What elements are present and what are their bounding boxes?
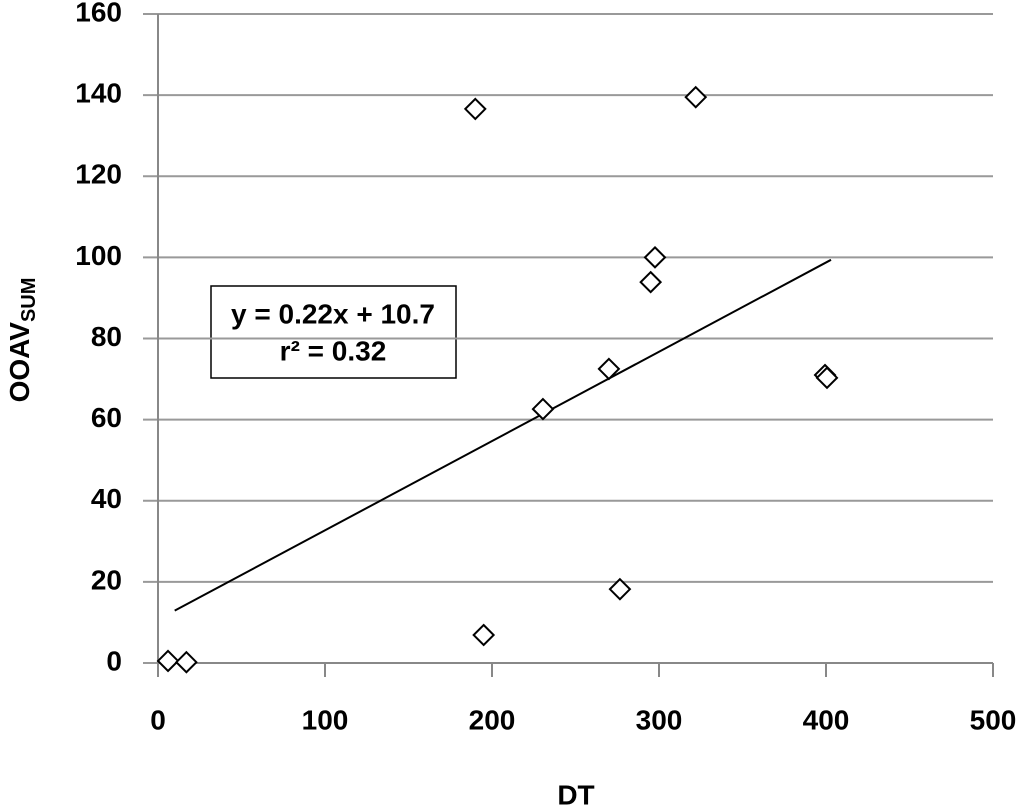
data-point — [639, 270, 663, 294]
data-point — [684, 85, 708, 109]
annotation: y = 0.22x + 10.7 — [231, 298, 435, 329]
y-tick-label: 140 — [75, 78, 122, 109]
y-tick-label: 40 — [91, 483, 122, 514]
y-tick-label: 120 — [75, 159, 122, 190]
x-tick-label: 200 — [469, 704, 516, 735]
data-point — [156, 649, 180, 673]
y-axis-label-main: OOAV — [4, 322, 35, 403]
data-point — [463, 97, 487, 121]
x-axis-label: DT — [557, 779, 594, 810]
y-tick-label: 60 — [91, 402, 122, 433]
data-point — [472, 623, 496, 647]
data-point — [174, 650, 198, 674]
data-point — [815, 366, 839, 390]
x-tick-label: 400 — [803, 704, 850, 735]
annotation: r² = 0.32 — [280, 335, 387, 366]
y-tick-label: 160 — [75, 0, 122, 27]
data-point — [608, 577, 632, 601]
y-axis-label: OOAVSUM — [4, 278, 40, 403]
x-tick-label: 300 — [636, 704, 683, 735]
x-tick-label: 0 — [150, 704, 166, 735]
y-axis-label-sub: SUM — [18, 278, 40, 322]
data-point — [531, 397, 555, 421]
annotation-box — [210, 285, 457, 379]
trend-line — [174, 258, 832, 612]
y-tick-label: 0 — [106, 645, 122, 676]
y-tick-label: 80 — [91, 321, 122, 352]
y-tick-label: 20 — [91, 564, 122, 595]
x-tick-label: 100 — [302, 704, 349, 735]
x-tick-label: 500 — [970, 704, 1017, 735]
data-point — [643, 245, 667, 269]
data-point — [597, 357, 621, 381]
y-tick-label: 100 — [75, 240, 122, 271]
